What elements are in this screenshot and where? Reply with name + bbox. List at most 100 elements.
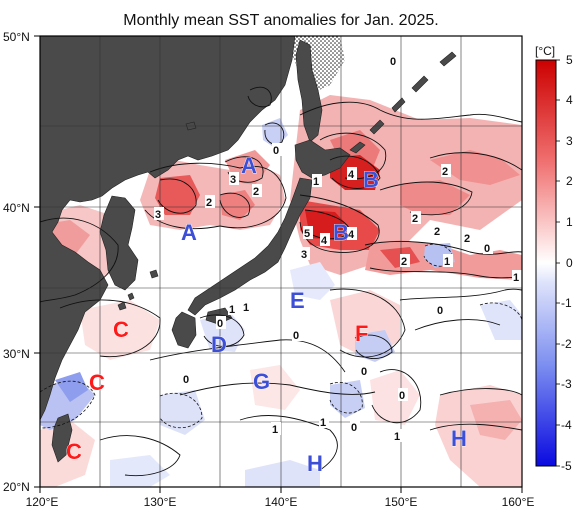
lon-label-150e: 150°E [385,495,418,509]
region-label-h-east: H [451,426,467,451]
svg-text:4: 4 [348,229,355,241]
colorbar-tick: 0 [566,256,573,270]
contour-label: 0 [292,328,302,342]
contour-label: 2 [205,195,215,209]
contour-label: 2 [463,231,473,245]
svg-text:0: 0 [399,390,405,402]
svg-text:0: 0 [293,330,299,342]
contour-label: 0 [272,143,282,157]
contour-lines [40,86,522,477]
lon-label-130e: 130°E [144,495,177,509]
colorbar-tick: 3 [566,134,573,148]
svg-text:4: 4 [348,169,355,181]
lon-label-120e: 120°E [26,495,59,509]
contour-label: 2 [433,224,443,238]
region-label-f: F [355,321,368,346]
svg-text:2: 2 [401,256,407,268]
svg-text:1: 1 [229,304,235,316]
contour-label: 4 [320,233,330,247]
contour-value-labels: 0 0 4 2 3 2 3 1 4 2 2 5 4 2 3 2 2 1 0 1 … [154,54,522,443]
contour-label: 2 [441,164,451,178]
longitude-labels: 120°E 130°E 140°E 150°E 160°E [26,495,535,509]
svg-text:1: 1 [444,256,450,268]
svg-text:0: 0 [390,56,396,68]
colorbar-tick: -1 [561,296,572,310]
svg-text:5: 5 [304,228,310,240]
region-label-c-3: C [66,439,82,464]
lon-label-140e: 140°E [265,495,298,509]
contour-label: 0 [436,303,446,317]
svg-text:1: 1 [272,424,278,436]
region-label-b-north: B [363,167,379,192]
svg-text:3: 3 [301,249,307,261]
region-label-b-south: B [333,220,349,245]
svg-text:2: 2 [253,186,259,198]
svg-text:0: 0 [361,366,367,378]
colorbar-tick: -4 [561,418,572,432]
contour-label: 0 [216,316,226,330]
svg-text:3: 3 [230,174,236,186]
tick-marks [34,35,523,493]
contour-label: 1 [242,300,252,314]
svg-text:1: 1 [313,176,319,188]
svg-text:0: 0 [217,318,223,330]
contour-label: 0 [360,364,370,378]
contour-label: 3 [229,172,239,186]
region-label-h-west: H [307,451,323,476]
contour-label: 1 [271,422,281,436]
contour-label: 1 [443,254,453,268]
svg-text:0: 0 [484,243,490,255]
contour-label: 1 [512,270,522,284]
region-label-e: E [290,288,305,313]
svg-text:4: 4 [321,235,328,247]
contour-label: 1 [393,429,403,443]
svg-text:0: 0 [351,422,357,434]
contour-label: 2 [252,184,262,198]
latitude-labels: 50°N 40°N 30°N 20°N [3,30,30,494]
contour-label: 0 [350,420,360,434]
contour-label: 0 [398,388,408,402]
region-label-c-2: C [89,370,105,395]
colorbar-tick: 1 [566,215,573,229]
svg-text:1: 1 [513,272,519,284]
contour-label: 3 [300,247,310,261]
svg-text:2: 2 [464,233,470,245]
colorbar-tick: -5 [561,459,572,473]
contour-label: 4 [347,167,357,181]
lat-label-30n: 30°N [3,347,30,361]
map-title: Monthly mean SST anomalies for Jan. 2025… [123,12,439,29]
negative-contours [40,243,522,429]
colorbar-tick: -3 [561,377,572,391]
svg-text:0: 0 [437,305,443,317]
colorbar-tick: 4 [566,93,573,107]
svg-text:3: 3 [155,209,161,221]
colorbar: [°C] 5 4 3 2 1 0 -1 -2 -3 -4 -5 [535,44,573,473]
colorbar-unit: [°C] [535,44,555,58]
lon-label-160e: 160°E [502,495,535,509]
contour-label: 4 [347,227,357,241]
region-labels: A A B B C C C D E F G H H [66,153,468,477]
colorbar-tick: -2 [561,337,572,351]
svg-text:1: 1 [243,302,249,314]
lat-label-40n: 40°N [3,201,30,215]
svg-text:2: 2 [206,197,212,209]
svg-text:0: 0 [183,374,189,386]
colorbar-tick: 5 [566,53,573,67]
contour-label: 5 [303,226,313,240]
contour-label: 1 [228,302,238,316]
contour-label: 0 [483,241,493,255]
contour-label: 2 [400,254,410,268]
svg-text:2: 2 [434,226,440,238]
svg-text:1: 1 [394,431,400,443]
contour-label: 2 [411,211,421,225]
region-label-g: G [253,369,270,394]
svg-text:2: 2 [412,213,418,225]
contour-label: 0 [389,54,399,68]
svg-text:0: 0 [273,145,279,157]
colorbar-scale [535,59,557,467]
region-label-a-south: A [181,220,197,245]
contour-label: 0 [182,372,192,386]
contour-label: 3 [154,207,164,221]
svg-text:1: 1 [320,417,326,429]
